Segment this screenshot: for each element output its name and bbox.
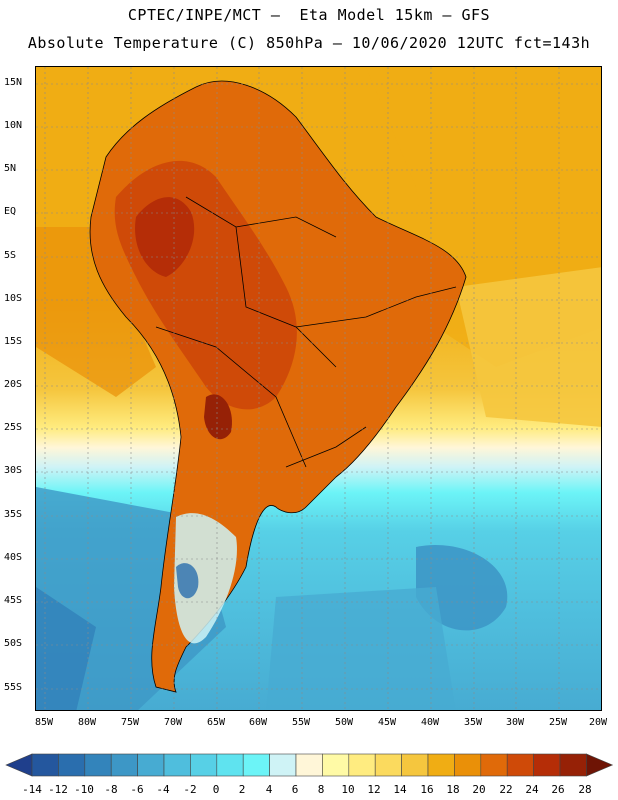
legend-arrow-right (586, 753, 614, 777)
lat-label-35s: 35S (4, 509, 23, 520)
amazon-hottest-core (135, 197, 195, 277)
lat-label-30s: 30S (4, 465, 23, 476)
lon-label-70w: 70W (163, 717, 183, 728)
legend-label-22: 22 (499, 783, 513, 796)
temperature-map (35, 66, 602, 711)
legend-cell (295, 753, 323, 777)
andes-cold-spot (176, 563, 199, 599)
temperature-map-svg (36, 67, 601, 710)
lat-label-25s: 25S (4, 422, 23, 433)
legend-cell (216, 753, 244, 777)
legend-label-24: 24 (525, 783, 539, 796)
legend-label-8: 8 (317, 783, 325, 796)
lat-label-5n: 5N (4, 163, 17, 174)
legend-label-0: 0 (212, 783, 220, 796)
patagonia-cool-land (174, 513, 237, 644)
lat-label-15n: 15N (4, 77, 23, 88)
lon-label-75w: 75W (120, 717, 140, 728)
legend-cell (163, 753, 191, 777)
legend-label-6: 6 (291, 783, 299, 796)
legend-cell (58, 753, 86, 777)
legend-label-14: 14 (393, 783, 407, 796)
legend-label-28: 28 (578, 783, 592, 796)
lat-label-10n: 10N (4, 120, 23, 131)
lon-label-60w: 60W (248, 717, 268, 728)
lon-label-25w: 25W (548, 717, 568, 728)
lon-label-50w: 50W (334, 717, 354, 728)
legend-cell (137, 753, 165, 777)
lat-label-50s: 50S (4, 638, 23, 649)
legend-cells (5, 753, 614, 777)
legend-cell (190, 753, 218, 777)
border-line-4 (295, 286, 457, 328)
legend-cell (242, 753, 270, 777)
legend-label-neg8: -8 (104, 783, 118, 796)
legend-label-neg12: -12 (48, 783, 68, 796)
legend-label-18: 18 (446, 783, 460, 796)
legend-cell (427, 753, 455, 777)
legend-label-20: 20 (472, 783, 486, 796)
legend-cell (110, 753, 138, 777)
legend-label-neg2: -2 (183, 783, 197, 796)
lat-label-15s: 15S (4, 336, 23, 347)
legend-cell (322, 753, 350, 777)
lon-label-80w: 80W (77, 717, 97, 728)
southwest-coldest-zone (36, 587, 96, 710)
lat-label-eq: EQ (4, 206, 17, 217)
lat-label-40s: 40S (4, 552, 23, 563)
legend-cell (31, 753, 59, 777)
south-cold-zone (266, 587, 456, 710)
border-line-1 (185, 196, 337, 238)
lat-label-20s: 20S (4, 379, 23, 390)
legend-label-16: 16 (420, 783, 434, 796)
border-line-3 (155, 326, 307, 468)
legend-label-neg4: -4 (156, 783, 170, 796)
color-legend (5, 753, 614, 777)
title-line-1: CPTEC/INPE/MCT – Eta Model 15km – GFS (127, 6, 491, 24)
lon-label-65w: 65W (206, 717, 226, 728)
legend-label-26: 26 (551, 783, 565, 796)
legend-cell (506, 753, 534, 777)
legend-cell (401, 753, 429, 777)
legend-cell (84, 753, 112, 777)
lon-label-45w: 45W (377, 717, 397, 728)
legend-cell (533, 753, 561, 777)
legend-label-12: 12 (367, 783, 381, 796)
border-line-2 (235, 226, 337, 368)
lat-label-55s: 55S (4, 682, 23, 693)
lon-label-40w: 40W (420, 717, 440, 728)
legend-arrow-left (5, 753, 33, 777)
title-line-2: Absolute Temperature (C) 850hPa – 10/06/… (27, 34, 591, 52)
legend-label-2: 2 (238, 783, 246, 796)
lon-label-30w: 30W (505, 717, 525, 728)
legend-cell (480, 753, 508, 777)
lat-label-45s: 45S (4, 595, 23, 606)
chaco-hot-spot (204, 394, 232, 440)
lon-label-55w: 55W (291, 717, 311, 728)
legend-cell (454, 753, 482, 777)
legend-cell (559, 753, 587, 777)
pacific-orange-zone (36, 227, 156, 397)
legend-label-neg10: -10 (74, 783, 94, 796)
atlantic-yellow-band (456, 267, 601, 427)
lat-label-10s: 10S (4, 293, 23, 304)
legend-cell (269, 753, 297, 777)
legend-label-neg14: -14 (22, 783, 42, 796)
lon-label-85w: 85W (34, 717, 54, 728)
border-line-5 (285, 426, 367, 468)
lon-label-35w: 35W (463, 717, 483, 728)
legend-label-10: 10 (341, 783, 355, 796)
legend-cell (348, 753, 376, 777)
lat-label-5s: 5S (4, 250, 17, 261)
lon-label-20w: 20W (588, 717, 608, 728)
legend-label-neg6: -6 (130, 783, 144, 796)
legend-label-4: 4 (265, 783, 273, 796)
legend-cell (374, 753, 402, 777)
